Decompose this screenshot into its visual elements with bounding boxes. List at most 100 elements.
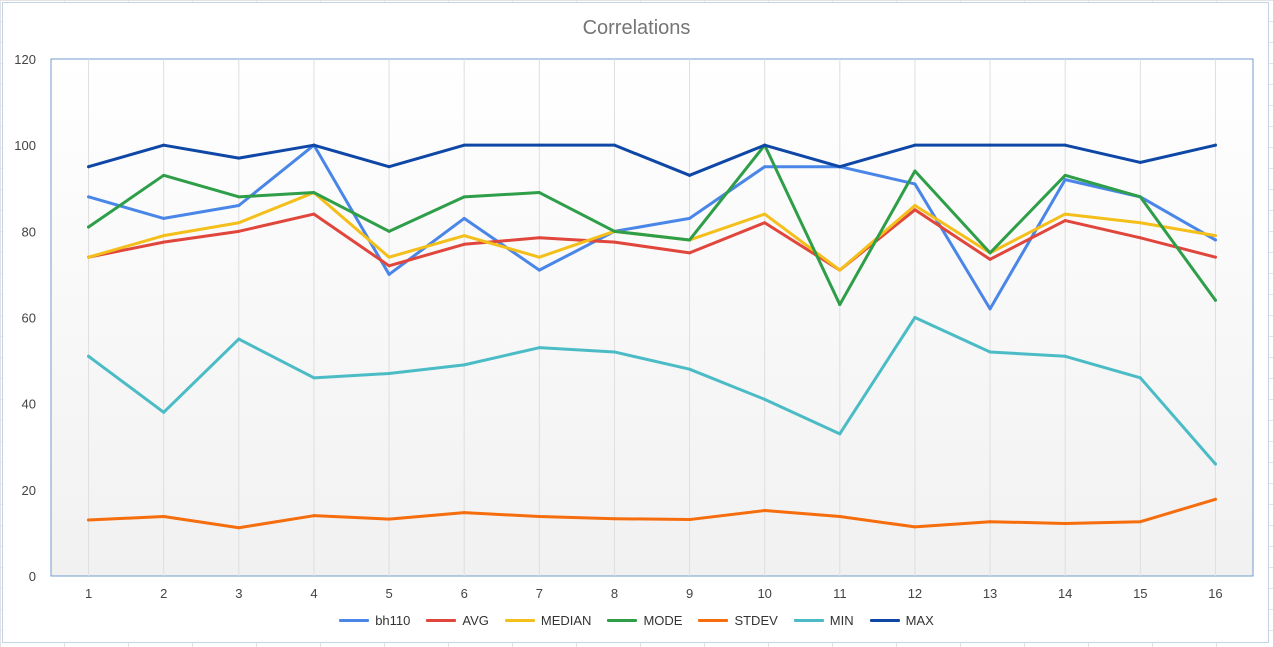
data-point-avg[interactable]: [1213, 255, 1217, 259]
data-point-min[interactable]: [688, 367, 692, 371]
data-point-mode[interactable]: [87, 225, 91, 229]
data-point-avg[interactable]: [237, 229, 241, 233]
data-point-min[interactable]: [763, 397, 767, 401]
data-point-mode[interactable]: [537, 191, 541, 195]
data-point-stdev[interactable]: [688, 518, 692, 522]
data-point-mode[interactable]: [913, 169, 917, 173]
data-point-median[interactable]: [1063, 212, 1067, 216]
data-point-max[interactable]: [1063, 143, 1067, 147]
data-point-max[interactable]: [162, 143, 166, 147]
data-point-max[interactable]: [913, 143, 917, 147]
data-point-max[interactable]: [87, 165, 91, 169]
data-point-median[interactable]: [462, 234, 466, 238]
data-point-avg[interactable]: [1063, 219, 1067, 223]
data-point-median[interactable]: [913, 203, 917, 207]
data-point-stdev[interactable]: [1138, 520, 1142, 524]
data-point-stdev[interactable]: [1213, 497, 1217, 501]
series-line-min[interactable]: [87, 316, 1217, 466]
data-point-median[interactable]: [87, 255, 91, 259]
data-point-stdev[interactable]: [87, 518, 91, 522]
data-point-median[interactable]: [1138, 221, 1142, 225]
data-point-bh110[interactable]: [1213, 238, 1217, 242]
data-point-stdev[interactable]: [537, 515, 541, 519]
data-point-stdev[interactable]: [1063, 521, 1067, 525]
data-point-min[interactable]: [87, 354, 91, 358]
data-point-bh110[interactable]: [387, 272, 391, 276]
data-point-mode[interactable]: [462, 195, 466, 199]
data-point-avg[interactable]: [537, 236, 541, 240]
data-point-min[interactable]: [162, 410, 166, 414]
data-point-stdev[interactable]: [162, 515, 166, 519]
data-point-max[interactable]: [312, 143, 316, 147]
data-point-avg[interactable]: [688, 251, 692, 255]
data-point-max[interactable]: [1213, 143, 1217, 147]
legend-item-max[interactable]: MAX: [869, 613, 934, 628]
data-point-median[interactable]: [162, 234, 166, 238]
legend-item-mode[interactable]: MODE: [607, 613, 682, 628]
data-point-bh110[interactable]: [913, 182, 917, 186]
data-point-max[interactable]: [612, 143, 616, 147]
data-point-min[interactable]: [1063, 354, 1067, 358]
data-point-bh110[interactable]: [537, 268, 541, 272]
data-point-median[interactable]: [537, 255, 541, 259]
data-point-min[interactable]: [1213, 462, 1217, 466]
data-point-bh110[interactable]: [763, 165, 767, 169]
data-point-bh110[interactable]: [87, 195, 91, 199]
legend-item-avg[interactable]: AVG: [426, 613, 489, 628]
data-point-mode[interactable]: [312, 191, 316, 195]
data-point-stdev[interactable]: [913, 525, 917, 529]
data-point-max[interactable]: [387, 165, 391, 169]
data-point-mode[interactable]: [1063, 173, 1067, 177]
data-point-stdev[interactable]: [988, 520, 992, 524]
data-point-median[interactable]: [387, 255, 391, 259]
data-point-avg[interactable]: [162, 240, 166, 244]
data-point-avg[interactable]: [988, 257, 992, 261]
data-point-bh110[interactable]: [162, 216, 166, 220]
data-point-max[interactable]: [537, 143, 541, 147]
data-point-avg[interactable]: [387, 264, 391, 268]
data-point-median[interactable]: [1213, 234, 1217, 238]
legend-item-min[interactable]: MIN: [793, 613, 854, 628]
series-line-bh110[interactable]: [87, 143, 1217, 311]
data-point-mode[interactable]: [387, 229, 391, 233]
data-point-mode[interactable]: [1213, 298, 1217, 302]
data-point-median[interactable]: [838, 268, 842, 272]
data-point-bh110[interactable]: [988, 307, 992, 311]
data-point-min[interactable]: [1138, 376, 1142, 380]
legend-item-stdev[interactable]: STDEV: [698, 613, 778, 628]
legend-item-bh110[interactable]: bh110: [339, 613, 410, 628]
data-point-bh110[interactable]: [1063, 178, 1067, 182]
series-line-mode[interactable]: [87, 143, 1217, 307]
data-point-max[interactable]: [988, 143, 992, 147]
data-point-mode[interactable]: [988, 251, 992, 255]
data-point-min[interactable]: [312, 376, 316, 380]
data-point-median[interactable]: [763, 212, 767, 216]
data-point-mode[interactable]: [838, 303, 842, 307]
data-point-avg[interactable]: [763, 221, 767, 225]
data-point-max[interactable]: [838, 165, 842, 169]
data-point-bh110[interactable]: [688, 216, 692, 220]
data-point-stdev[interactable]: [462, 511, 466, 515]
data-point-stdev[interactable]: [838, 515, 842, 519]
data-point-stdev[interactable]: [312, 514, 316, 518]
data-point-min[interactable]: [612, 350, 616, 354]
data-point-avg[interactable]: [462, 242, 466, 246]
data-point-max[interactable]: [462, 143, 466, 147]
data-point-avg[interactable]: [612, 240, 616, 244]
data-point-max[interactable]: [688, 173, 692, 177]
data-point-stdev[interactable]: [387, 517, 391, 521]
data-point-min[interactable]: [387, 372, 391, 376]
series-line-avg[interactable]: [87, 208, 1217, 272]
data-point-min[interactable]: [462, 363, 466, 367]
data-point-min[interactable]: [537, 346, 541, 350]
data-point-min[interactable]: [838, 432, 842, 436]
data-point-bh110[interactable]: [237, 203, 241, 207]
data-point-mode[interactable]: [237, 195, 241, 199]
data-point-mode[interactable]: [1138, 195, 1142, 199]
data-point-min[interactable]: [237, 337, 241, 341]
data-point-stdev[interactable]: [612, 517, 616, 521]
data-point-min[interactable]: [988, 350, 992, 354]
data-point-stdev[interactable]: [237, 526, 241, 530]
data-point-stdev[interactable]: [763, 509, 767, 513]
